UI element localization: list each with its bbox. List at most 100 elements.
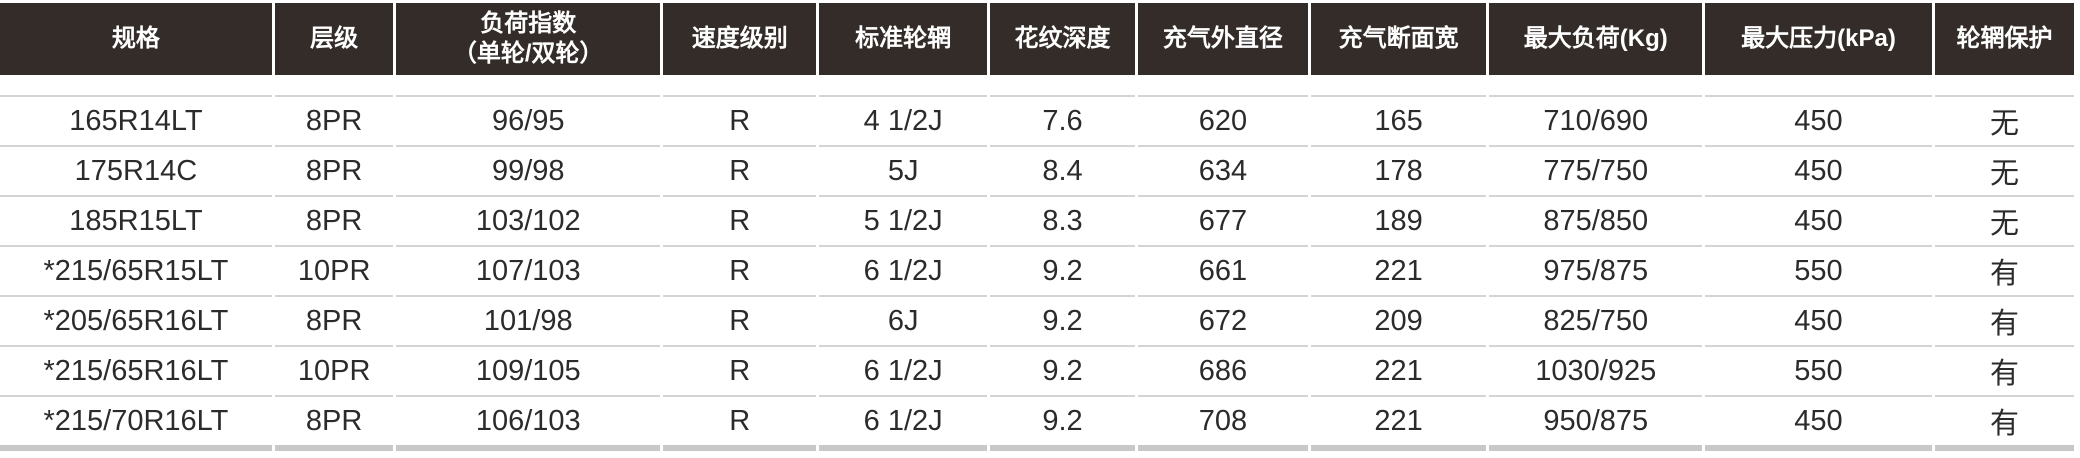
cell-section-width: 209 xyxy=(1310,295,1487,345)
tire-spec-table: 规格 层级 负荷指数 （单轮/双轮） 速度级别 标准轮辋 花纹深度 充气外直径 充… xyxy=(0,3,2077,451)
cell-section-width: 221 xyxy=(1310,345,1487,395)
cell-ply: 10PR xyxy=(274,345,394,395)
cell-rim-protection: 有 xyxy=(1934,295,2074,345)
cell-diameter: 677 xyxy=(1138,195,1308,245)
cell-section-width: 221 xyxy=(1310,395,1487,451)
cell-rim: 6J xyxy=(819,295,987,345)
header-speed: 速度级别 xyxy=(663,3,817,75)
cell-ply: 10PR xyxy=(274,245,394,295)
cell-tread-depth: 9.2 xyxy=(989,345,1136,395)
cell-max-load: 775/750 xyxy=(1489,145,1703,195)
cell-load-index: 96/95 xyxy=(396,95,661,145)
table-row: *215/70R16LT 8PR 106/103 R 6 1/2J 9.2 708 221 95… xyxy=(0,395,2074,451)
table-row: 175R14C 8PR 99/98 R 5J 8.4 634 178 775/750 450 无 xyxy=(0,145,2074,195)
cell-tread-depth: 9.2 xyxy=(989,245,1136,295)
table-row: *215/65R16LT 10PR 109/105 R 6 1/2J 9.2 686 221 1… xyxy=(0,345,2074,395)
cell-ply: 8PR xyxy=(274,145,394,195)
cell-spec: *215/70R16LT xyxy=(0,395,272,451)
cell-spec: 175R14C xyxy=(0,145,272,195)
cell-tread-depth: 8.4 xyxy=(989,145,1136,195)
cell-spec: *215/65R15LT xyxy=(0,245,272,295)
header-spec: 规格 xyxy=(0,3,272,75)
table-row: 165R14LT 8PR 96/95 R 4 1/2J 7.6 620 165 710/690 4… xyxy=(0,95,2074,145)
cell-max-pressure: 450 xyxy=(1705,395,1932,451)
cell-tread-depth: 9.2 xyxy=(989,295,1136,345)
cell-ply: 8PR xyxy=(274,95,394,145)
cell-max-load: 1030/925 xyxy=(1489,345,1703,395)
table-row: *215/65R15LT 10PR 107/103 R 6 1/2J 9.2 661 221 9… xyxy=(0,245,2074,295)
cell-section-width: 221 xyxy=(1310,245,1487,295)
cell-load-index: 106/103 xyxy=(396,395,661,451)
header-max-pressure: 最大压力(kPa) xyxy=(1705,3,1932,75)
cell-rim-protection: 有 xyxy=(1934,395,2074,451)
cell-speed: R xyxy=(663,295,817,345)
cell-load-index: 107/103 xyxy=(396,245,661,295)
table-row: *205/65R16LT 8PR 101/98 R 6J 9.2 672 209 825/750… xyxy=(0,295,2074,345)
spacer xyxy=(0,75,2074,95)
cell-max-load: 950/875 xyxy=(1489,395,1703,451)
cell-diameter: 686 xyxy=(1138,345,1308,395)
cell-rim-protection: 无 xyxy=(1934,195,2074,245)
cell-rim: 6 1/2J xyxy=(819,395,987,451)
header-rim-protection: 轮辋保护 xyxy=(1934,3,2074,75)
cell-max-pressure: 450 xyxy=(1705,295,1932,345)
cell-diameter: 661 xyxy=(1138,245,1308,295)
cell-spec: *215/65R16LT xyxy=(0,345,272,395)
cell-load-index: 109/105 xyxy=(396,345,661,395)
cell-speed: R xyxy=(663,395,817,451)
cell-max-pressure: 550 xyxy=(1705,345,1932,395)
header-diameter: 充气外直径 xyxy=(1138,3,1308,75)
cell-spec: 165R14LT xyxy=(0,95,272,145)
cell-tread-depth: 9.2 xyxy=(989,395,1136,451)
cell-section-width: 178 xyxy=(1310,145,1487,195)
cell-rim-protection: 有 xyxy=(1934,245,2074,295)
cell-rim: 5 1/2J xyxy=(819,195,987,245)
header-rim: 标准轮辋 xyxy=(819,3,987,75)
cell-diameter: 708 xyxy=(1138,395,1308,451)
cell-max-load: 975/875 xyxy=(1489,245,1703,295)
cell-section-width: 165 xyxy=(1310,95,1487,145)
cell-speed: R xyxy=(663,245,817,295)
cell-speed: R xyxy=(663,95,817,145)
cell-rim: 6 1/2J xyxy=(819,345,987,395)
cell-ply: 8PR xyxy=(274,295,394,345)
header-section-width: 充气断面宽 xyxy=(1310,3,1487,75)
header-load-index-line1: 负荷指数 xyxy=(480,10,577,37)
cell-section-width: 189 xyxy=(1310,195,1487,245)
cell-speed: R xyxy=(663,195,817,245)
header-ply: 层级 xyxy=(274,3,394,75)
cell-max-pressure: 450 xyxy=(1705,145,1932,195)
cell-spec: 185R15LT xyxy=(0,195,272,245)
header-load-index: 负荷指数 （单轮/双轮） xyxy=(396,3,661,75)
cell-load-index: 103/102 xyxy=(396,195,661,245)
cell-speed: R xyxy=(663,145,817,195)
cell-rim: 4 1/2J xyxy=(819,95,987,145)
cell-rim-protection: 无 xyxy=(1934,95,2074,145)
cell-ply: 8PR xyxy=(274,395,394,451)
cell-ply: 8PR xyxy=(274,195,394,245)
table-row: 185R15LT 8PR 103/102 R 5 1/2J 8.3 677 189 875/85… xyxy=(0,195,2074,245)
cell-max-pressure: 450 xyxy=(1705,195,1932,245)
cell-tread-depth: 8.3 xyxy=(989,195,1136,245)
cell-tread-depth: 7.6 xyxy=(989,95,1136,145)
cell-rim: 6 1/2J xyxy=(819,245,987,295)
cell-diameter: 634 xyxy=(1138,145,1308,195)
cell-rim: 5J xyxy=(819,145,987,195)
header-load-index-line2: （单轮/双轮） xyxy=(452,40,604,67)
cell-rim-protection: 有 xyxy=(1934,345,2074,395)
cell-speed: R xyxy=(663,345,817,395)
header-max-load: 最大负荷(Kg) xyxy=(1489,3,1703,75)
cell-load-index: 101/98 xyxy=(396,295,661,345)
cell-diameter: 672 xyxy=(1138,295,1308,345)
cell-max-pressure: 450 xyxy=(1705,95,1932,145)
cell-diameter: 620 xyxy=(1138,95,1308,145)
cell-max-load: 825/750 xyxy=(1489,295,1703,345)
cell-max-pressure: 550 xyxy=(1705,245,1932,295)
cell-max-load: 875/850 xyxy=(1489,195,1703,245)
cell-max-load: 710/690 xyxy=(1489,95,1703,145)
spacer-row xyxy=(0,75,2074,95)
cell-rim-protection: 无 xyxy=(1934,145,2074,195)
header-row: 规格 层级 负荷指数 （单轮/双轮） 速度级别 标准轮辋 花纹深度 充气外直径 充… xyxy=(0,3,2074,75)
header-tread-depth: 花纹深度 xyxy=(989,3,1136,75)
cell-load-index: 99/98 xyxy=(396,145,661,195)
